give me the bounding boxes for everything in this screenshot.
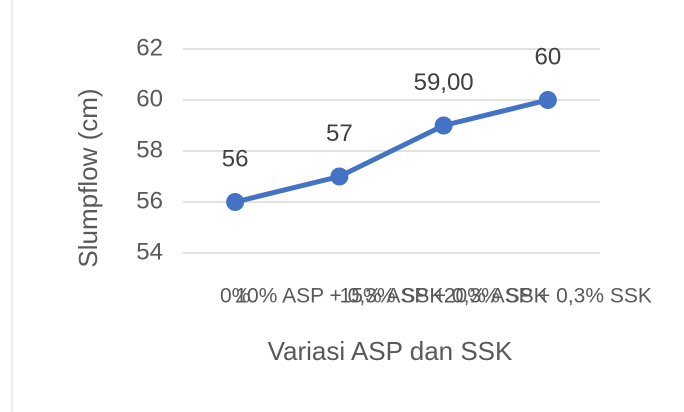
marker [434, 116, 453, 135]
data-label: 60 [535, 43, 562, 70]
y-tick-label: 58 [136, 136, 163, 163]
x-tick-label: 15% ASP + 0,3% SSK [340, 285, 548, 308]
x-tick-label: 10% ASP + 0,3% SSK [235, 285, 443, 308]
x-tick-label: 0% [220, 285, 250, 308]
y-tick-label: 60 [136, 85, 163, 112]
line [234, 97, 549, 205]
y-axis-title: Slumpflow (cm) [73, 88, 103, 267]
y-tick-label: 56 [136, 187, 163, 214]
x-tick-label: 20% ASP + 0,3% SSK [444, 285, 652, 308]
y-tick-label: 62 [136, 34, 163, 61]
y-tick-label: 54 [136, 238, 163, 265]
data-label: 56 [222, 145, 249, 172]
marker [330, 167, 349, 186]
marker [226, 193, 245, 211]
marker [538, 91, 557, 109]
data-label: 57 [326, 120, 353, 147]
data-label: 59,00 [414, 69, 474, 96]
x-axis-title: Variasi ASP dan SSK [268, 336, 513, 366]
